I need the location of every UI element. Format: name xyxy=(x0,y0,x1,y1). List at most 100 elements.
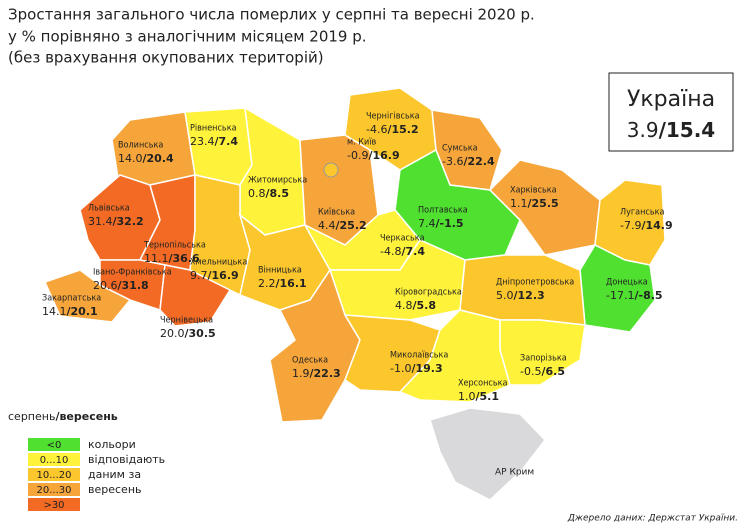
region-name: Вінницька xyxy=(258,266,302,276)
region-separator: / xyxy=(118,279,123,292)
region-values: 1.1/25.5 xyxy=(510,197,559,210)
legend-august: серпень xyxy=(8,410,55,423)
region-august: -17.1 xyxy=(606,289,634,302)
region-values: -17.1/-8.5 xyxy=(606,289,663,302)
region-name: Київська xyxy=(318,208,355,218)
title-line: Зростання загального числа померлих у се… xyxy=(8,6,535,24)
region-values: -4.6/15.2 xyxy=(366,123,419,136)
region-name: м. Київ xyxy=(347,138,377,148)
legend-swatch xyxy=(28,498,80,511)
region-values: -0.5/6.5 xyxy=(520,365,565,378)
region-name: Хмельницька xyxy=(190,258,247,268)
region-name: Запорізька xyxy=(520,354,567,364)
region-values: -3.6/22.4 xyxy=(442,155,495,168)
region-separator: / xyxy=(476,390,481,403)
region-separator: / xyxy=(634,289,639,302)
legend-note: кольори xyxy=(88,438,136,451)
region-name: Одеська xyxy=(292,356,328,366)
title-line: у % порівняно з аналогічним місяцем 2019… xyxy=(8,28,367,46)
legend-swatch xyxy=(28,453,80,466)
region-separator: / xyxy=(67,305,72,318)
region-august: 0.8 xyxy=(248,187,266,200)
region-separator: / xyxy=(436,217,441,230)
region-august: -4.6 xyxy=(366,123,387,136)
legend-label: 0...10 xyxy=(40,455,69,466)
regions xyxy=(43,87,666,423)
region-september: 20.1 xyxy=(71,305,98,318)
region-august: 20.6 xyxy=(93,279,118,292)
region-september: 31.8 xyxy=(122,279,149,292)
summary-values: 3.9/15.4 xyxy=(627,118,715,142)
region-august: 5.0 xyxy=(496,289,514,302)
region-separator: / xyxy=(169,252,174,265)
region-name: Полтавська xyxy=(418,206,468,216)
region-august: 14.1 xyxy=(42,305,67,318)
legend-separator: / xyxy=(55,410,60,423)
region-separator: / xyxy=(541,365,546,378)
region-september: 12.3 xyxy=(518,289,545,302)
region-name: Сумська xyxy=(442,144,478,154)
region-values: 5.0/12.3 xyxy=(496,289,545,302)
region-september: 7.4 xyxy=(219,135,239,148)
crimea-label: АР Крим xyxy=(495,468,534,478)
region-august: -0.9 xyxy=(347,149,368,162)
region-values: 9.7/16.9 xyxy=(190,269,239,282)
legend-note: відповідають xyxy=(88,453,165,466)
region-september: 16.9 xyxy=(212,269,239,282)
region-separator: / xyxy=(143,152,148,165)
region-separator: / xyxy=(463,155,468,168)
region-values: 4.8/5.8 xyxy=(395,299,436,312)
region-name: Миколаївська xyxy=(390,351,448,361)
region-name: Луганська xyxy=(620,208,665,218)
region-values: -0.9/16.9 xyxy=(347,149,400,162)
region-separator: / xyxy=(276,277,281,290)
region-august: 9.7 xyxy=(190,269,208,282)
region-name: Чернівецька xyxy=(160,316,213,326)
region-name: Житомирська xyxy=(248,176,307,186)
legend-title: серпень/вересень xyxy=(8,410,118,423)
region-shape xyxy=(239,106,306,236)
region-august: 23.4 xyxy=(190,135,215,148)
legend-label: <0 xyxy=(47,440,62,451)
summary-separator: / xyxy=(659,118,667,142)
region-separator: / xyxy=(368,149,373,162)
region-separator: / xyxy=(266,187,271,200)
title-line: (без врахування окупованих територій) xyxy=(8,49,324,67)
region-september: 8.5 xyxy=(270,187,290,200)
region-august: -1.0 xyxy=(390,362,411,375)
legend-note: вересень xyxy=(88,483,142,496)
region-september: 16.9 xyxy=(373,149,400,162)
region-september: 16.1 xyxy=(280,277,307,290)
region-august: 1.9 xyxy=(292,367,310,380)
crimea-shape xyxy=(429,407,546,501)
region-separator: / xyxy=(514,289,519,302)
region-september: 14.9 xyxy=(646,219,673,232)
summary-box xyxy=(608,72,734,152)
region-september: 36.6 xyxy=(173,252,200,265)
region-august: 1.0 xyxy=(458,390,476,403)
region-values: 20.6/31.8 xyxy=(93,279,149,292)
region-september: 6.5 xyxy=(546,365,566,378)
region-values: 4.4/25.2 xyxy=(318,219,367,232)
region-values: 14.0/20.4 xyxy=(118,152,174,165)
region-name: Закарпатська xyxy=(42,294,101,304)
region-august: -3.6 xyxy=(442,155,463,168)
source: Джерело даних: Держстат України. xyxy=(567,514,738,524)
region-name: Донецька xyxy=(606,278,648,288)
region-values: 31.4/32.2 xyxy=(88,215,144,228)
region-august: 4.8 xyxy=(395,299,413,312)
region-name: Черкаська xyxy=(380,234,425,244)
region-august: 7.4 xyxy=(418,217,436,230)
region-values: 1.9/22.3 xyxy=(292,367,341,380)
region-values: -7.9/14.9 xyxy=(620,219,673,232)
legend: <0 0...10 10...20 20...30 >30 кольори відповід… xyxy=(28,438,165,511)
region-values: -4.8/7.4 xyxy=(380,245,425,258)
region-september: -1.5 xyxy=(440,217,464,230)
region-august: 31.4 xyxy=(88,215,113,228)
region-separator: / xyxy=(387,123,392,136)
region-september: 15.2 xyxy=(392,123,419,136)
region-values: 23.4/7.4 xyxy=(190,135,238,148)
region-august: 14.0 xyxy=(118,152,143,165)
region-september: 30.5 xyxy=(189,327,216,340)
